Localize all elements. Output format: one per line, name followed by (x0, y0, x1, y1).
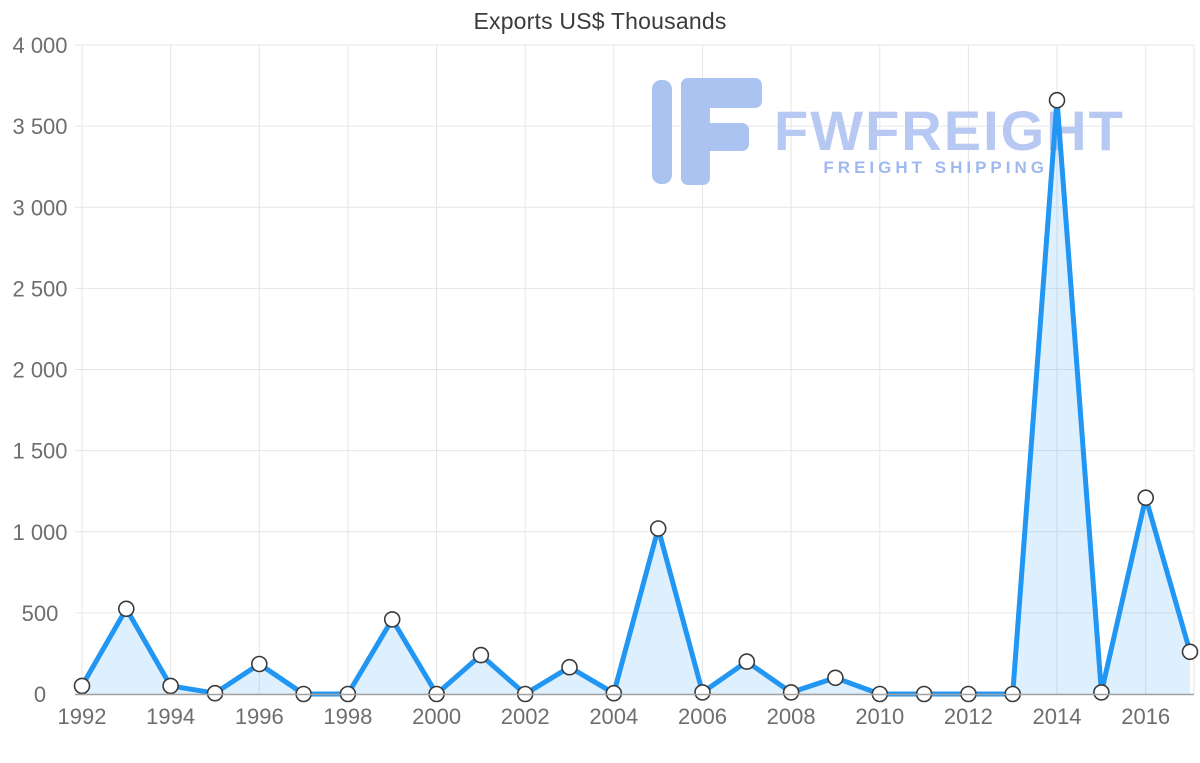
x-tick-label: 2002 (501, 704, 550, 729)
data-point-marker (162, 677, 179, 695)
x-tick-label: 2016 (1121, 704, 1170, 729)
data-point-marker (827, 669, 844, 687)
watermark-tagline: FREIGHT SHIPPING (823, 158, 1048, 177)
y-tick-label: 3 500 (12, 114, 67, 139)
data-point-marker (118, 600, 135, 618)
x-tick-label: 1998 (323, 704, 372, 729)
watermark-brand: FWFREIGHT (774, 99, 1125, 162)
data-point-marker (561, 658, 578, 676)
data-point-marker (694, 684, 711, 701)
x-tick-label: 2010 (855, 704, 904, 729)
x-tick-label: 2006 (678, 704, 727, 729)
data-point-marker (73, 677, 91, 695)
data-point-marker (1093, 684, 1110, 701)
y-tick-label: 1 000 (12, 520, 67, 545)
y-tick-label: 4 000 (12, 33, 67, 58)
y-tick-label: 500 (22, 601, 59, 626)
x-tick-label: 2004 (589, 704, 638, 729)
data-point-marker (738, 653, 756, 670)
axis-labels: 0 500 1 000 1 500 2 000 2 500 3 000 3 500 4 000 1… (12, 33, 1170, 729)
x-tick-label: 1994 (146, 704, 195, 729)
data-point-marker (1181, 643, 1199, 661)
x-tick-label: 2008 (767, 704, 816, 729)
exports-series (73, 91, 1199, 703)
y-tick-label: 1 500 (12, 439, 67, 464)
data-point-marker (1137, 489, 1154, 507)
data-point-marker (250, 655, 268, 673)
data-point-marker (383, 611, 401, 628)
x-tick-label: 2012 (944, 704, 993, 729)
area-fill (82, 100, 1190, 694)
x-tick-label: 1992 (58, 704, 107, 729)
data-point-marker (472, 646, 490, 664)
gridlines (75, 44, 1195, 695)
data-point-marker (206, 684, 224, 702)
data-point-marker (1048, 91, 1066, 109)
watermark: FWFREIGHT FREIGHT SHIPPING (652, 78, 1125, 185)
fwfreight-logo-icon (652, 78, 762, 185)
x-tick-label: 1996 (235, 704, 284, 729)
y-tick-label: 2 000 (12, 358, 67, 383)
y-tick-label: 3 000 (12, 195, 67, 220)
y-tick-label: 2 500 (12, 276, 67, 301)
y-tick-label: 0 (34, 682, 46, 707)
x-tick-label: 2014 (1033, 704, 1082, 729)
data-point-marker (649, 520, 667, 537)
x-tick-label: 2000 (412, 704, 461, 729)
data-point-marker (605, 684, 623, 702)
data-point-marker (782, 684, 800, 701)
